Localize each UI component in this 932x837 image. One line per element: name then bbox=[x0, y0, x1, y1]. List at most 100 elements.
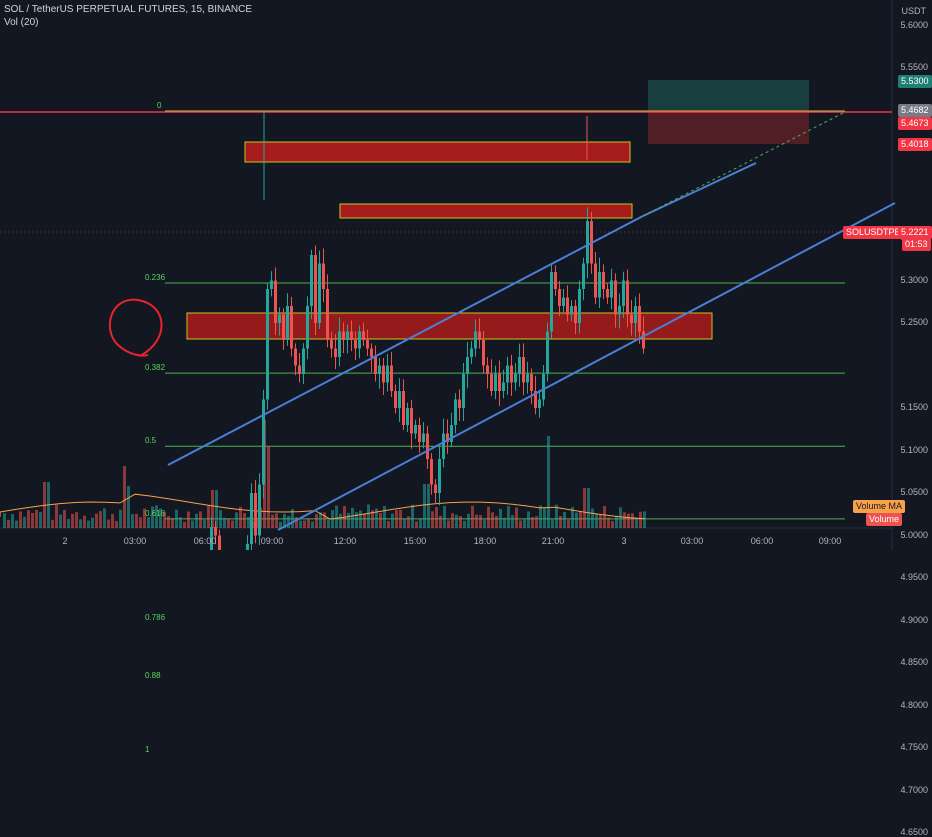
candle-body bbox=[370, 348, 373, 357]
candle-body bbox=[402, 391, 405, 425]
volume-bar bbox=[131, 514, 134, 528]
volume-bar bbox=[315, 514, 318, 528]
candle-body bbox=[558, 289, 561, 306]
volume-bar bbox=[147, 517, 150, 528]
candle-body bbox=[266, 289, 269, 400]
volume-bar bbox=[291, 509, 294, 528]
fib-level-label: 0.88 bbox=[145, 670, 161, 680]
volume-bar bbox=[515, 507, 518, 528]
price-axis-label: 4.9500 bbox=[900, 572, 928, 582]
volume-bar bbox=[151, 506, 154, 528]
volume-bar bbox=[335, 505, 338, 528]
volume-bar bbox=[183, 521, 186, 528]
volume-bar bbox=[491, 512, 494, 528]
candle-body bbox=[270, 280, 273, 289]
volume-bar bbox=[75, 512, 78, 528]
volume-bar bbox=[471, 505, 474, 528]
volume-bar bbox=[83, 515, 86, 528]
volume-bar bbox=[615, 515, 618, 528]
volume-bar bbox=[67, 518, 70, 528]
candle-body bbox=[338, 331, 341, 357]
volume-bar bbox=[583, 488, 586, 528]
price-axis-label: 4.8500 bbox=[900, 657, 928, 667]
volume-bar bbox=[299, 520, 302, 528]
volume-bar bbox=[619, 507, 622, 528]
volume-bar bbox=[167, 516, 170, 528]
supply-zone-mid bbox=[339, 203, 633, 219]
volume-bar bbox=[303, 520, 306, 528]
time-axis-label: 18:00 bbox=[473, 536, 497, 546]
price-axis-label: 4.7500 bbox=[900, 742, 928, 752]
volume-bar bbox=[563, 511, 566, 528]
candle-body bbox=[502, 382, 505, 391]
volume-bar bbox=[39, 511, 42, 528]
volume-bar bbox=[555, 504, 558, 528]
candle-body bbox=[302, 348, 305, 374]
candle-body bbox=[450, 425, 453, 442]
volume-indicator-label[interactable]: Vol (20) bbox=[4, 17, 39, 28]
volume-bar bbox=[307, 518, 310, 528]
volume-bar bbox=[283, 513, 286, 528]
volume-bar bbox=[419, 518, 422, 528]
volume-bar bbox=[139, 517, 142, 528]
volume-bar bbox=[439, 515, 442, 528]
volume-bar bbox=[403, 518, 406, 528]
volume-bar bbox=[271, 514, 274, 528]
volume-bar bbox=[127, 486, 130, 528]
volume-bar bbox=[355, 512, 358, 528]
volume-bar bbox=[227, 518, 230, 528]
volume-bar bbox=[363, 514, 366, 528]
candle-body bbox=[346, 331, 349, 340]
volume-bar bbox=[395, 510, 398, 528]
volume-bar bbox=[627, 513, 630, 528]
volume-bar bbox=[487, 506, 490, 528]
volume-bar bbox=[499, 508, 502, 528]
volume-bar bbox=[415, 521, 418, 528]
chart-canvas[interactable] bbox=[0, 0, 932, 550]
volume-bar bbox=[503, 517, 506, 528]
volume-bar bbox=[103, 508, 106, 528]
candle-body bbox=[582, 263, 585, 289]
volume-bar bbox=[435, 507, 438, 528]
candle-body bbox=[546, 331, 549, 374]
candle-body bbox=[622, 280, 625, 306]
volume-bar bbox=[135, 513, 138, 528]
candle-body bbox=[486, 365, 489, 374]
candle-body bbox=[530, 374, 533, 391]
candle-body bbox=[562, 297, 565, 306]
price-axis-label: 4.6500 bbox=[900, 827, 928, 837]
volume-bar bbox=[579, 511, 582, 528]
volume-bar bbox=[319, 512, 322, 528]
volume-bar bbox=[551, 519, 554, 528]
volume-bar bbox=[187, 511, 190, 528]
volume-bar bbox=[643, 511, 646, 528]
volume-bar bbox=[423, 484, 426, 528]
volume-bar bbox=[635, 517, 638, 528]
volume-bar bbox=[587, 488, 590, 528]
candle-body bbox=[578, 289, 581, 323]
volume-bar bbox=[87, 520, 90, 528]
candle-body bbox=[334, 348, 337, 357]
volume-bar bbox=[31, 513, 34, 528]
volume-bar bbox=[99, 511, 102, 528]
volume-bar bbox=[539, 505, 542, 528]
volume-bar bbox=[447, 520, 450, 528]
volume-bar bbox=[599, 514, 602, 528]
volume-bar bbox=[623, 512, 626, 528]
candle-body bbox=[366, 340, 369, 349]
volume-bar bbox=[547, 436, 550, 528]
volume-bar bbox=[451, 513, 454, 528]
volume-bar bbox=[379, 512, 382, 528]
volume-bar bbox=[559, 515, 562, 528]
volume-bar bbox=[163, 512, 166, 528]
candle-body bbox=[322, 263, 325, 289]
volume-bar bbox=[247, 516, 250, 528]
time-axis-label: 06:00 bbox=[750, 536, 774, 546]
candle-body bbox=[642, 331, 645, 349]
volume-bar bbox=[195, 513, 198, 528]
volume-bar bbox=[3, 513, 6, 528]
volume-bar bbox=[11, 514, 14, 528]
candle-body bbox=[470, 348, 473, 357]
candle-body bbox=[394, 391, 397, 408]
volume-bar bbox=[107, 519, 110, 528]
